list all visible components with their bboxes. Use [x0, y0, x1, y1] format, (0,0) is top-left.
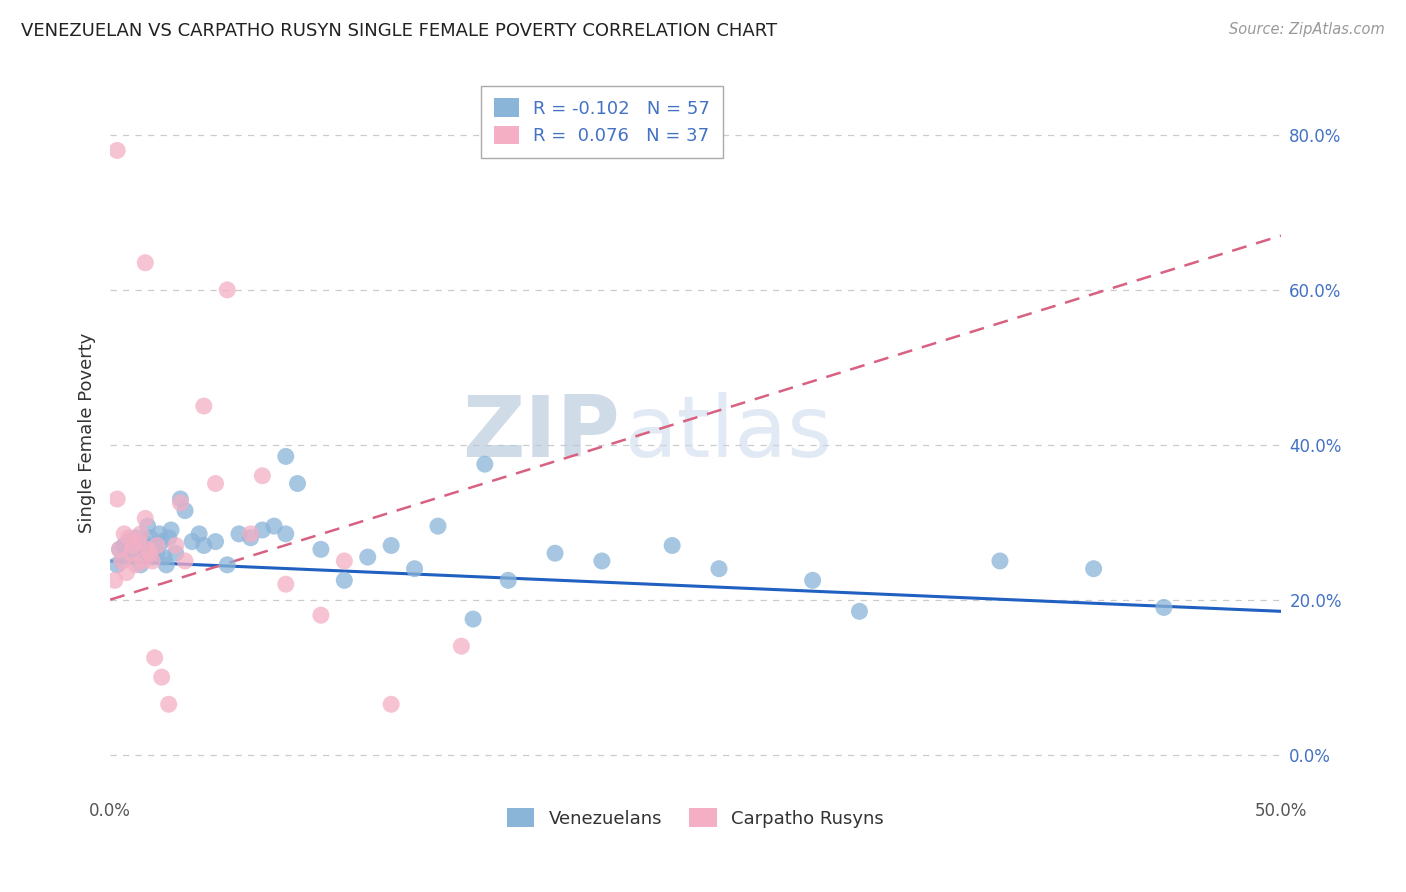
- Point: [274, 526, 297, 541]
- Point: [122, 542, 145, 557]
- Point: [120, 550, 142, 565]
- Point: [461, 612, 484, 626]
- Point: [263, 519, 285, 533]
- Point: [333, 554, 356, 568]
- Point: [204, 534, 226, 549]
- Point: [148, 526, 170, 541]
- Point: [707, 562, 730, 576]
- Point: [120, 546, 142, 560]
- Point: [204, 476, 226, 491]
- Point: [104, 574, 127, 588]
- Legend: Venezuelans, Carpatho Rusyns: Venezuelans, Carpatho Rusyns: [501, 801, 891, 835]
- Point: [115, 566, 138, 580]
- Point: [801, 574, 824, 588]
- Point: [134, 511, 156, 525]
- Point: [150, 670, 173, 684]
- Point: [287, 476, 309, 491]
- Point: [591, 554, 613, 568]
- Text: atlas: atlas: [626, 392, 834, 475]
- Point: [357, 550, 380, 565]
- Point: [127, 534, 149, 549]
- Point: [309, 608, 332, 623]
- Point: [239, 531, 262, 545]
- Point: [136, 542, 159, 557]
- Point: [404, 562, 426, 576]
- Point: [141, 550, 163, 565]
- Point: [105, 144, 128, 158]
- Point: [111, 554, 134, 568]
- Point: [544, 546, 567, 560]
- Y-axis label: Single Female Poverty: Single Female Poverty: [79, 333, 96, 533]
- Point: [153, 550, 176, 565]
- Point: [427, 519, 450, 533]
- Point: [169, 496, 191, 510]
- Point: [228, 526, 250, 541]
- Point: [141, 554, 163, 568]
- Point: [129, 526, 152, 541]
- Point: [496, 574, 519, 588]
- Point: [115, 546, 138, 560]
- Point: [474, 457, 496, 471]
- Point: [160, 523, 183, 537]
- Point: [108, 542, 131, 557]
- Point: [252, 468, 274, 483]
- Point: [134, 256, 156, 270]
- Point: [165, 546, 187, 560]
- Point: [193, 539, 215, 553]
- Point: [274, 450, 297, 464]
- Point: [661, 539, 683, 553]
- Point: [127, 546, 149, 560]
- Point: [143, 650, 166, 665]
- Point: [105, 491, 128, 506]
- Point: [132, 534, 155, 549]
- Point: [380, 539, 402, 553]
- Point: [136, 519, 159, 533]
- Point: [181, 534, 204, 549]
- Point: [274, 577, 297, 591]
- Point: [139, 546, 162, 560]
- Point: [111, 554, 134, 568]
- Point: [988, 554, 1011, 568]
- Point: [1153, 600, 1175, 615]
- Point: [174, 554, 197, 568]
- Point: [155, 558, 177, 572]
- Point: [146, 546, 169, 560]
- Point: [239, 526, 262, 541]
- Point: [157, 698, 180, 712]
- Point: [848, 604, 870, 618]
- Point: [143, 539, 166, 553]
- Text: VENEZUELAN VS CARPATHO RUSYN SINGLE FEMALE POVERTY CORRELATION CHART: VENEZUELAN VS CARPATHO RUSYN SINGLE FEMA…: [21, 22, 778, 40]
- Point: [125, 558, 148, 572]
- Point: [118, 534, 141, 549]
- Point: [193, 399, 215, 413]
- Point: [217, 283, 239, 297]
- Point: [150, 534, 173, 549]
- Text: ZIP: ZIP: [461, 392, 620, 475]
- Point: [188, 526, 211, 541]
- Point: [108, 542, 131, 557]
- Point: [309, 542, 332, 557]
- Point: [125, 531, 148, 545]
- Point: [1083, 562, 1105, 576]
- Point: [333, 574, 356, 588]
- Point: [450, 639, 472, 653]
- Point: [132, 554, 155, 568]
- Point: [174, 503, 197, 517]
- Point: [252, 523, 274, 537]
- Text: Source: ZipAtlas.com: Source: ZipAtlas.com: [1229, 22, 1385, 37]
- Point: [157, 531, 180, 545]
- Point: [134, 542, 156, 557]
- Point: [105, 558, 128, 572]
- Point: [169, 491, 191, 506]
- Point: [129, 558, 152, 572]
- Point: [380, 698, 402, 712]
- Point: [122, 539, 145, 553]
- Point: [112, 526, 135, 541]
- Point: [165, 539, 187, 553]
- Point: [112, 539, 135, 553]
- Point: [146, 539, 169, 553]
- Point: [139, 531, 162, 545]
- Point: [118, 531, 141, 545]
- Point: [217, 558, 239, 572]
